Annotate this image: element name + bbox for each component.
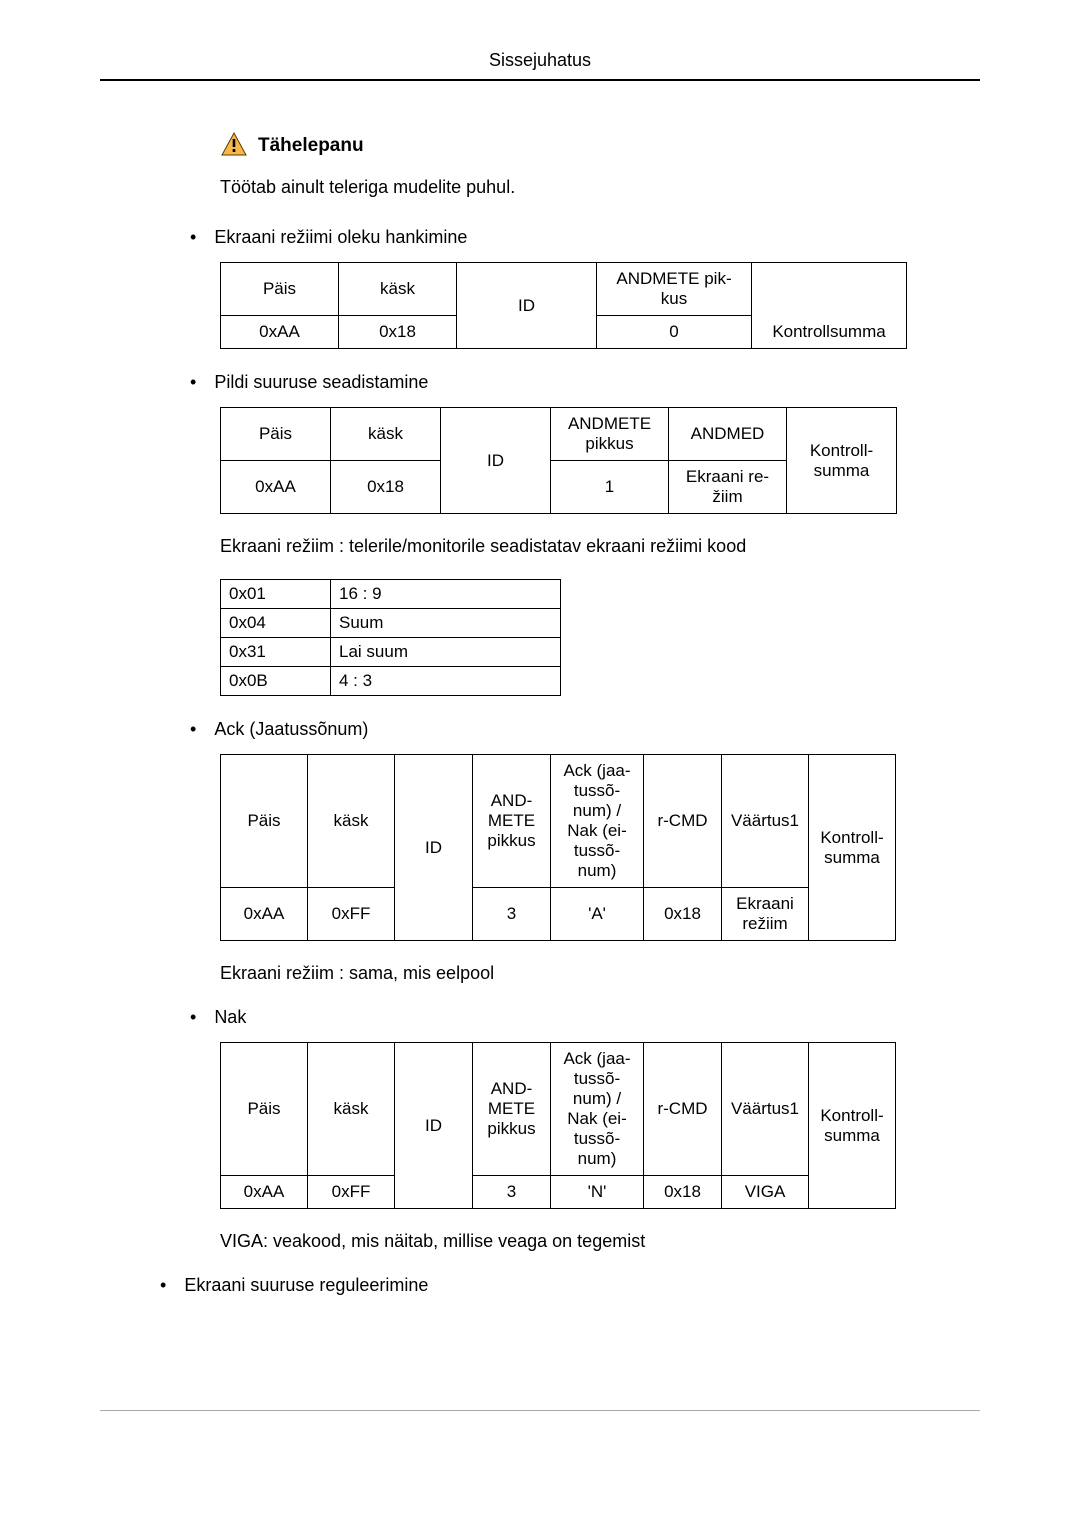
th-kask: käsk [308,755,395,888]
td-kask: 0x18 [331,461,441,514]
footer-divider [100,1410,980,1411]
td-andmete: 1 [551,461,669,514]
bullet-s4: • Nak [190,1006,930,1028]
s1-title: Ekraani režiimi oleku hankimine [214,226,467,248]
th-kask: käsk [308,1043,395,1176]
td-code: 0x31 [221,638,331,667]
td-acknak: 'A' [551,888,644,941]
s2-title: Pildi suuruse seadistamine [214,371,428,393]
td-code: 0x0B [221,667,331,696]
td-rcmd: 0x18 [644,888,722,941]
s3-table: Päis käsk ID AND-METE pikkus Ack (jaa-tu… [220,754,896,941]
bullet-s3: • Ack (Jaatussõnum) [190,718,930,740]
s3-title: Ack (Jaatussõnum) [214,718,368,740]
bullet-icon: • [160,1274,166,1296]
th-pais: Päis [221,1043,308,1176]
th-acknak: Ack (jaa-tussõ-num) / Nak (ei-tussõ-num) [551,1043,644,1176]
table-row: 0x04 Suum [221,609,561,638]
td-rcmd: 0x18 [644,1176,722,1209]
td-andmete: 0 [597,316,752,349]
th-pais: Päis [221,263,339,316]
td-kask: 0xFF [308,1176,395,1209]
bullet-s1: • Ekraani režiimi oleku hankimine [190,226,930,248]
td-andmed: Ekraani re-žiim [669,461,787,514]
td-pais: 0xAA [221,316,339,349]
s5-title: Ekraani suuruse reguleerimine [184,1274,428,1296]
page-header: Sissejuhatus [100,50,980,81]
th-id: ID [395,755,473,941]
bullet-s5: • Ekraani suuruse reguleerimine [160,1274,930,1296]
s1-table: Päis käsk ID ANDMETE pik-kus Kontrollsum… [220,262,907,349]
table-row: Päis käsk ID AND-METE pikkus Ack (jaa-tu… [221,1043,896,1176]
table-row: 0xAA 0xFF 3 'N' 0x18 VIGA [221,1176,896,1209]
table-row: 0x01 16 : 9 [221,580,561,609]
td-kask: 0x18 [339,316,457,349]
th-pais: Päis [221,755,308,888]
th-pais: Päis [221,408,331,461]
bullet-s2: • Pildi suuruse seadistamine [190,371,930,393]
s4-desc: VIGA: veakood, mis näitab, millise veaga… [220,1231,930,1252]
attention-block: Tähelepanu [220,131,930,157]
bullet-icon: • [190,718,196,740]
th-id: ID [395,1043,473,1209]
th-kask: käsk [339,263,457,316]
td-pais: 0xAA [221,1176,308,1209]
th-acknak: Ack (jaa-tussõ-num) / Nak (ei-tussõ-num) [551,755,644,888]
table-row: 0xAA 0xFF 3 'A' 0x18 Ekraani režiim [221,888,896,941]
th-id: ID [457,263,597,349]
s2-desc: Ekraani režiim : telerile/monitorile sea… [220,536,930,557]
bullet-icon: • [190,226,196,248]
td-andmete: 3 [473,888,551,941]
table-row: Päis käsk ID AND-METE pikkus Ack (jaa-tu… [221,755,896,888]
th-kask: käsk [331,408,441,461]
th-rcmd: r-CMD [644,755,722,888]
attention-label: Tähelepanu [258,135,364,157]
th-kontroll: Kontroll-summa [787,408,897,514]
bullet-icon: • [190,371,196,393]
th-kontroll: Kontroll-summa [809,755,896,941]
th-id: ID [441,408,551,514]
th-kontroll: Kontroll-summa [809,1043,896,1209]
td-kask: 0xFF [308,888,395,941]
td-pais: 0xAA [221,461,331,514]
td-acknak: 'N' [551,1176,644,1209]
th-andmete: ANDMETE pik-kus [597,263,752,316]
td-code: 0x04 [221,609,331,638]
th-andmed: ANDMED [669,408,787,461]
intro-paragraph: Töötab ainult teleriga mudelite puhul. [220,177,930,198]
th-andmete: AND-METE pikkus [473,755,551,888]
s2-codes-table: 0x01 16 : 9 0x04 Suum 0x31 Lai suum 0x0B… [220,579,561,696]
td-label: Suum [331,609,561,638]
th-rcmd: r-CMD [644,1043,722,1176]
th-vaartus: Väärtus1 [722,1043,809,1176]
td-label: 16 : 9 [331,580,561,609]
td-vaartus: VIGA [722,1176,809,1209]
table-row: Päis käsk ID ANDMETE pik-kus Kontrollsum… [221,263,907,316]
s4-title: Nak [214,1006,246,1028]
bullet-icon: • [190,1006,196,1028]
td-andmete: 3 [473,1176,551,1209]
table-row: 0x0B 4 : 3 [221,667,561,696]
th-kontroll: Kontrollsumma [752,263,907,349]
td-vaartus: Ekraani režiim [722,888,809,941]
s4-table: Päis käsk ID AND-METE pikkus Ack (jaa-tu… [220,1042,896,1209]
th-vaartus: Väärtus1 [722,755,809,888]
s2-table: Päis käsk ID ANDMETE pikkus ANDMED Kontr… [220,407,897,514]
s3-desc: Ekraani režiim : sama, mis eelpool [220,963,930,984]
td-pais: 0xAA [221,888,308,941]
td-label: 4 : 3 [331,667,561,696]
table-row: Päis käsk ID ANDMETE pikkus ANDMED Kontr… [221,408,897,461]
td-code: 0x01 [221,580,331,609]
th-andmete: AND-METE pikkus [473,1043,551,1176]
table-row: 0x31 Lai suum [221,638,561,667]
th-andmete: ANDMETE pikkus [551,408,669,461]
warning-icon [220,131,248,157]
td-label: Lai suum [331,638,561,667]
